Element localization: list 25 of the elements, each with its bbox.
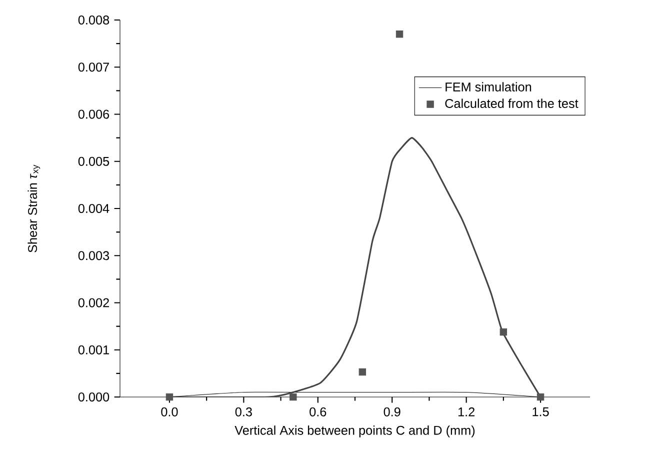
x-tick-label: 1.2 bbox=[458, 407, 474, 416]
x-tick-label: 0.0 bbox=[161, 407, 178, 416]
y-tick-label: 0.003 bbox=[78, 251, 110, 260]
x-axis-title: Vertical Axis between points C and D (mm) bbox=[234, 426, 475, 438]
y-tick-label: 0.001 bbox=[78, 345, 109, 354]
point bbox=[166, 393, 174, 401]
x-tick-label: 0.9 bbox=[384, 407, 400, 416]
y-tick-label: 0.004 bbox=[78, 204, 110, 213]
x-tick-label: 1.5 bbox=[532, 407, 549, 416]
point bbox=[358, 368, 366, 376]
x-tick-label: 0.6 bbox=[310, 407, 326, 416]
point bbox=[290, 393, 297, 401]
y-tick-label: 0.008 bbox=[78, 16, 110, 24]
legend-label: FEM simulation bbox=[446, 82, 532, 92]
x-tick-label: 0.3 bbox=[235, 407, 252, 416]
y-tick-label: 0.005 bbox=[78, 156, 110, 166]
y-axis-title: Shear Strain τ$_{xy}$ bbox=[28, 164, 40, 252]
point bbox=[500, 328, 508, 336]
y-tick-label: 0.007 bbox=[78, 62, 109, 72]
legend-label: Calculated from the test bbox=[445, 98, 578, 108]
y-tick-label: 0.002 bbox=[78, 298, 109, 308]
point bbox=[396, 30, 404, 38]
point bbox=[536, 393, 544, 401]
y-tick-label: 0.006 bbox=[78, 110, 110, 119]
y-tick-label: 0.000 bbox=[78, 392, 110, 402]
